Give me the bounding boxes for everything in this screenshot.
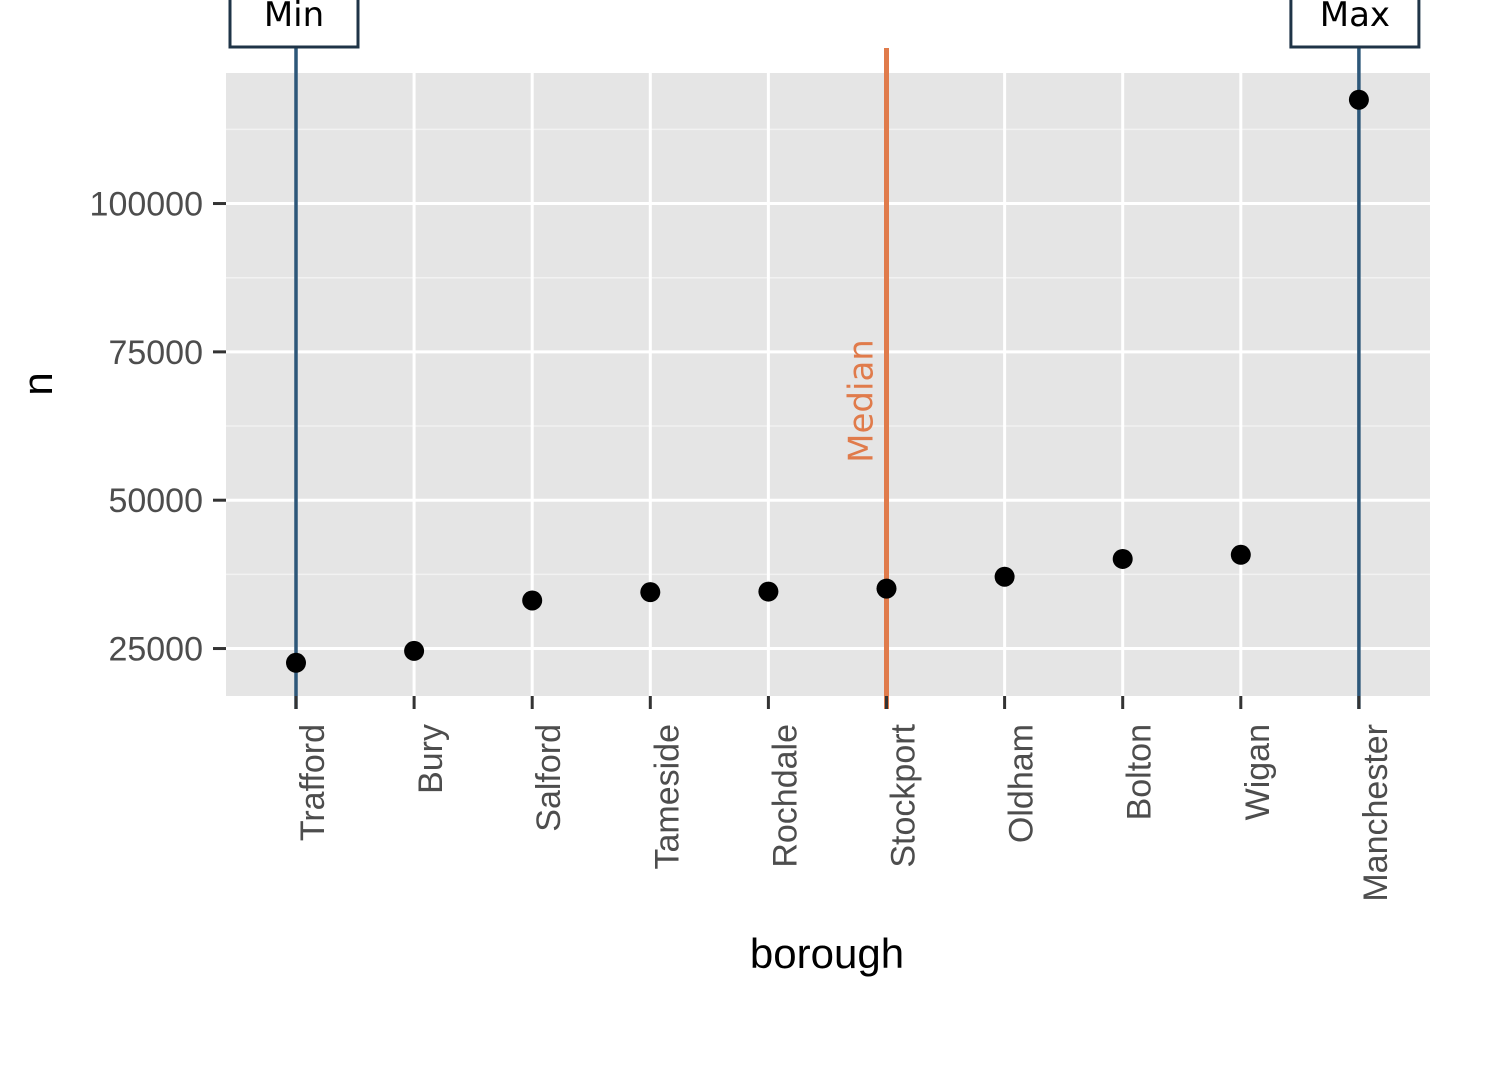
x-tick-label: Stockport xyxy=(885,723,923,867)
data-point xyxy=(1230,544,1251,565)
max-box xyxy=(1289,0,1421,49)
x-axis: Trafford Bury Salford Tameside Rochdale Stock… xyxy=(294,696,1395,902)
x-tick-label: Wigan xyxy=(1239,724,1277,820)
data-point xyxy=(758,581,779,602)
plot-panel xyxy=(226,73,1430,696)
data-point xyxy=(522,590,543,611)
grid-minor xyxy=(226,128,1430,576)
data-points xyxy=(286,89,1369,673)
x-tick-label: Oldham xyxy=(1003,724,1041,843)
y-tick-label: 75000 xyxy=(108,334,203,372)
data-point xyxy=(404,640,425,661)
x-tick-label: Salford xyxy=(530,724,568,832)
x-tick-label: Manchester xyxy=(1357,724,1395,902)
x-tick-label: Bury xyxy=(412,724,450,794)
data-point xyxy=(286,652,306,673)
x-tick-label: Trafford xyxy=(294,724,332,841)
x-tick-label: Bolton xyxy=(1121,724,1159,820)
x-tick-label: Tameside xyxy=(648,724,686,870)
data-point xyxy=(876,578,897,599)
median-label: Median xyxy=(842,339,882,463)
max-label: Max xyxy=(1320,0,1390,35)
data-point xyxy=(1112,548,1133,569)
y-axis: 25000 50000 75000 100000 xyxy=(90,186,226,669)
data-point xyxy=(994,566,1015,587)
y-tick-label: 50000 xyxy=(108,482,203,520)
x-tick-label: Rochdale xyxy=(766,724,804,868)
y-tick-label: 25000 xyxy=(108,631,203,669)
y-tick-label: 100000 xyxy=(90,186,203,224)
min-label: Min xyxy=(264,0,324,35)
y-axis-title: n xyxy=(14,372,61,395)
min-box xyxy=(228,0,360,49)
reference-lines xyxy=(294,0,1361,709)
x-axis-title: borough xyxy=(750,930,904,977)
annotations: Min Max Median xyxy=(228,0,1421,463)
data-point xyxy=(640,582,661,603)
data-point xyxy=(1348,89,1369,110)
